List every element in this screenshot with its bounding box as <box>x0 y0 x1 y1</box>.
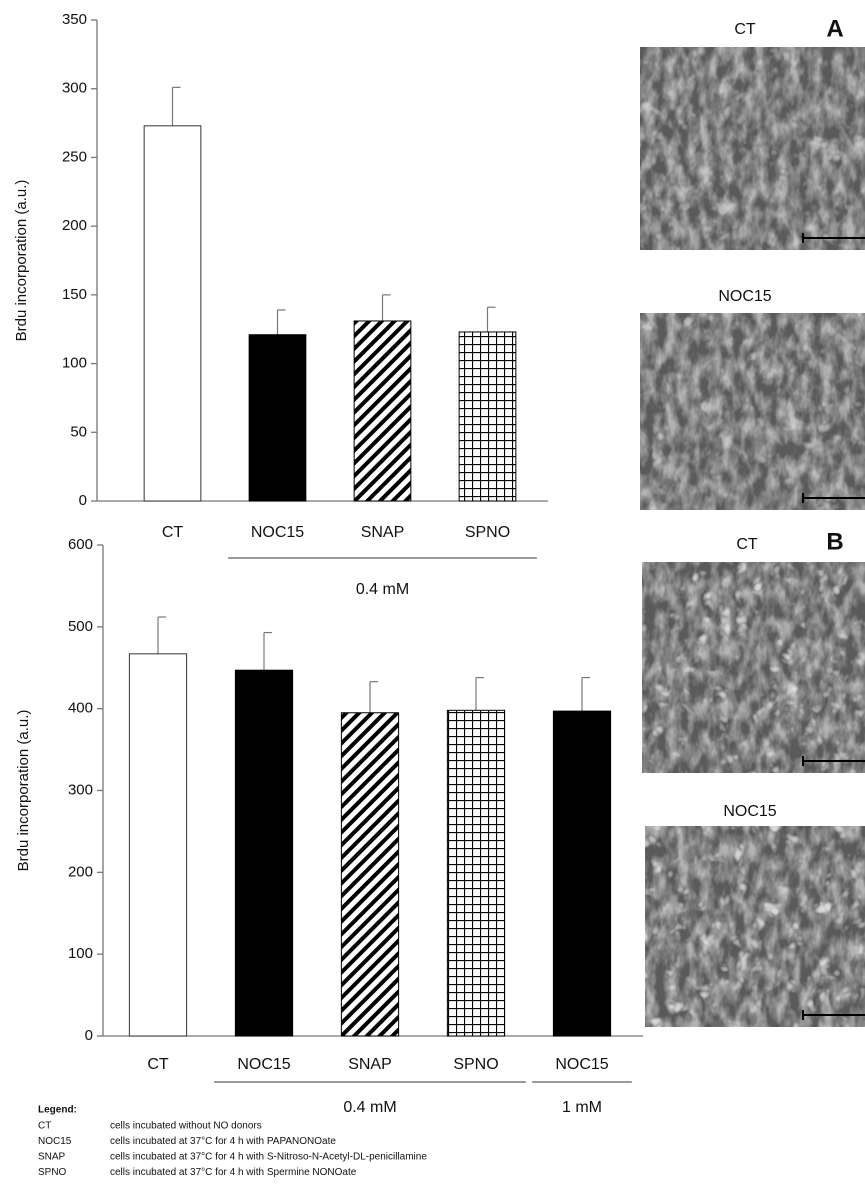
y-tick-label: 100 <box>68 945 93 962</box>
bar <box>248 334 307 502</box>
x-tick-label: NOC15 <box>555 1056 608 1073</box>
y-tick-label: 0 <box>85 1027 93 1044</box>
image-title: NOC15 <box>723 803 776 820</box>
y-axis-label: Brdu incorporation (a.u.) <box>13 180 30 342</box>
y-tick-label: 150 <box>62 286 87 303</box>
legend-abbrev: CT <box>38 1121 51 1132</box>
x-tick-label: SPNO <box>465 524 510 541</box>
bar <box>458 331 517 502</box>
y-tick-label: 200 <box>62 217 87 234</box>
micrograph-cells <box>642 562 865 773</box>
y-tick-label: 50 <box>70 423 87 440</box>
legend-description: cells incubated at 37°C for 4 h with PAP… <box>110 1136 336 1147</box>
legend-abbrev: SNAP <box>38 1152 66 1163</box>
y-tick-label: 300 <box>68 781 93 798</box>
y-tick-label: 500 <box>68 618 93 635</box>
bar <box>234 669 294 1037</box>
panel-letter: B <box>826 528 843 555</box>
y-tick-label: 0 <box>79 492 87 509</box>
y-axis-label: Brdu incorporation (a.u.) <box>15 710 32 872</box>
legend-description: cells incubated at 37°C for 4 h with S-N… <box>110 1152 427 1163</box>
bar <box>552 710 612 1037</box>
y-tick-label: 250 <box>62 148 87 165</box>
legend-description: cells incubated at 37°C for 4 h with Spe… <box>110 1167 357 1178</box>
legend-abbrev: NOC15 <box>38 1136 72 1147</box>
image-title: CT <box>736 536 758 553</box>
x-tick-label: CT <box>147 1056 169 1073</box>
x-tick-label: NOC15 <box>251 524 304 541</box>
x-tick-label: NOC15 <box>237 1056 290 1073</box>
bar <box>340 712 400 1037</box>
x-tick-label: SPNO <box>453 1056 498 1073</box>
x-tick-label: CT <box>162 524 184 541</box>
micrograph-cells <box>640 47 865 250</box>
panel-letter: A <box>826 15 843 42</box>
y-tick-label: 100 <box>62 355 87 372</box>
bar <box>128 653 188 1037</box>
bar <box>353 320 412 502</box>
group-label: 0.4 mM <box>356 581 409 598</box>
y-tick-label: 200 <box>68 863 93 880</box>
bar <box>446 709 506 1037</box>
y-tick-label: 300 <box>62 80 87 97</box>
y-tick-label: 600 <box>68 536 93 553</box>
y-tick-label: 400 <box>68 700 93 717</box>
legend-description: cells incubated without NO donors <box>110 1121 262 1132</box>
micrograph-cells <box>645 826 865 1027</box>
image-title: CT <box>734 21 756 38</box>
legend: Legend: CT cells incubated without NO don… <box>38 1105 427 1179</box>
image-title: NOC15 <box>718 288 771 305</box>
micrograph-cells <box>640 313 865 510</box>
legend-abbrev: SPNO <box>38 1167 67 1178</box>
group-label: 0.4 mM <box>343 1099 396 1116</box>
legend-title: Legend: <box>38 1105 77 1116</box>
x-tick-label: SNAP <box>348 1056 392 1073</box>
bar <box>143 125 202 502</box>
x-tick-label: SNAP <box>361 524 405 541</box>
y-tick-label: 350 <box>62 11 87 28</box>
group-label: 1 mM <box>562 1099 602 1116</box>
